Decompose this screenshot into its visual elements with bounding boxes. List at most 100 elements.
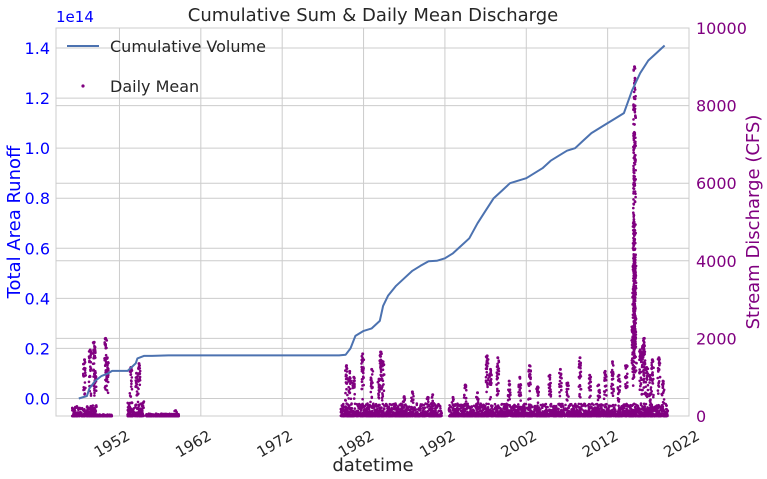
daily-mean-point	[432, 414, 436, 418]
daily-mean-point	[135, 390, 139, 393]
daily-mean-point	[129, 395, 133, 398]
daily-mean-point	[412, 394, 415, 398]
daily-mean-point	[353, 407, 357, 410]
daily-mean-point	[487, 402, 490, 406]
daily-mean-point	[131, 414, 134, 418]
daily-mean-point	[641, 411, 644, 414]
daily-mean-point	[464, 402, 468, 406]
daily-mean-point	[349, 414, 352, 418]
daily-mean-point	[137, 404, 141, 408]
daily-mean-point	[418, 409, 422, 412]
daily-mean-point	[85, 413, 89, 416]
daily-mean-point	[90, 350, 93, 354]
daily-mean-point	[642, 402, 646, 406]
daily-mean-point	[583, 413, 586, 416]
daily-mean-point	[135, 375, 139, 379]
daily-mean-point	[130, 376, 134, 379]
daily-mean-point	[378, 390, 381, 394]
daily-mean-point	[641, 405, 644, 409]
daily-mean-point	[127, 403, 131, 407]
daily-mean-point	[400, 408, 404, 412]
daily-mean-point	[85, 405, 89, 408]
daily-mean-point	[134, 403, 138, 407]
daily-mean-point	[587, 411, 591, 415]
daily-mean-point	[454, 412, 457, 416]
daily-mean-point	[501, 414, 505, 418]
daily-mean-point	[558, 403, 561, 407]
daily-mean-point	[388, 402, 392, 406]
daily-mean-point	[411, 406, 415, 409]
daily-mean-point	[427, 409, 431, 412]
daily-mean-point	[635, 413, 638, 417]
daily-mean-point	[527, 403, 531, 407]
daily-mean-point	[363, 413, 366, 416]
daily-mean-point	[401, 412, 405, 416]
daily-mean-point	[370, 383, 373, 386]
daily-mean-point	[572, 414, 576, 418]
daily-mean-point	[665, 408, 669, 411]
daily-mean-point	[345, 382, 349, 385]
daily-mean-point	[169, 414, 173, 417]
daily-mean-point	[379, 366, 382, 369]
daily-mean-point	[508, 404, 512, 407]
daily-mean-point	[347, 389, 351, 392]
daily-mean-point	[450, 412, 453, 416]
daily-mean-point	[607, 404, 611, 408]
daily-mean-point	[563, 412, 566, 416]
daily-mean-point	[381, 412, 384, 415]
daily-mean-point	[629, 406, 632, 410]
daily-mean-point	[422, 413, 425, 417]
daily-mean-point	[135, 394, 138, 397]
daily-mean-point	[370, 386, 374, 390]
daily-mean-peak	[402, 395, 406, 399]
daily-mean-point	[411, 401, 415, 404]
daily-mean-point	[437, 402, 440, 406]
daily-mean-point	[559, 409, 563, 413]
daily-mean-peak	[135, 371, 138, 375]
daily-mean-point	[636, 405, 640, 408]
daily-mean-point	[491, 404, 494, 408]
daily-mean-point	[414, 411, 418, 414]
daily-mean-peak	[88, 348, 92, 352]
daily-mean-point	[141, 401, 145, 405]
daily-mean-point	[381, 393, 384, 396]
daily-mean-point	[567, 409, 571, 413]
daily-mean-point	[379, 373, 383, 377]
daily-mean-point	[620, 404, 624, 408]
daily-mean-point	[500, 408, 503, 412]
daily-mean-point	[363, 408, 366, 411]
daily-mean-point	[81, 414, 85, 418]
daily-mean-point	[360, 362, 363, 365]
daily-mean-point	[379, 353, 382, 356]
daily-mean-point	[381, 368, 385, 372]
daily-mean-point	[432, 402, 436, 405]
daily-mean-point	[541, 406, 544, 410]
daily-mean-point	[649, 413, 652, 417]
daily-mean-point	[360, 409, 363, 412]
daily-mean-point	[459, 404, 462, 408]
daily-mean-point	[459, 414, 462, 418]
daily-mean-point	[639, 414, 642, 417]
daily-mean-point	[430, 395, 434, 399]
daily-mean-point	[568, 403, 572, 406]
daily-mean-point	[344, 399, 348, 402]
daily-mean-point	[82, 388, 85, 392]
daily-mean-point	[430, 407, 434, 410]
daily-mean-point	[492, 408, 496, 411]
daily-mean-point	[427, 414, 431, 418]
daily-mean-point	[517, 403, 520, 406]
daily-mean-point	[136, 378, 139, 381]
daily-mean-point	[665, 404, 668, 407]
daily-mean-point	[577, 402, 581, 406]
daily-mean-point	[479, 413, 483, 416]
daily-mean-point	[514, 411, 518, 414]
daily-mean-point	[374, 410, 377, 413]
daily-mean-point	[349, 377, 352, 380]
daily-mean-point	[345, 402, 348, 405]
daily-mean-point	[537, 413, 541, 416]
daily-mean-point	[594, 403, 598, 406]
daily-mean-point	[486, 414, 489, 418]
daily-mean-point	[347, 397, 351, 400]
daily-mean-point	[511, 413, 515, 417]
daily-mean-point	[582, 404, 585, 407]
